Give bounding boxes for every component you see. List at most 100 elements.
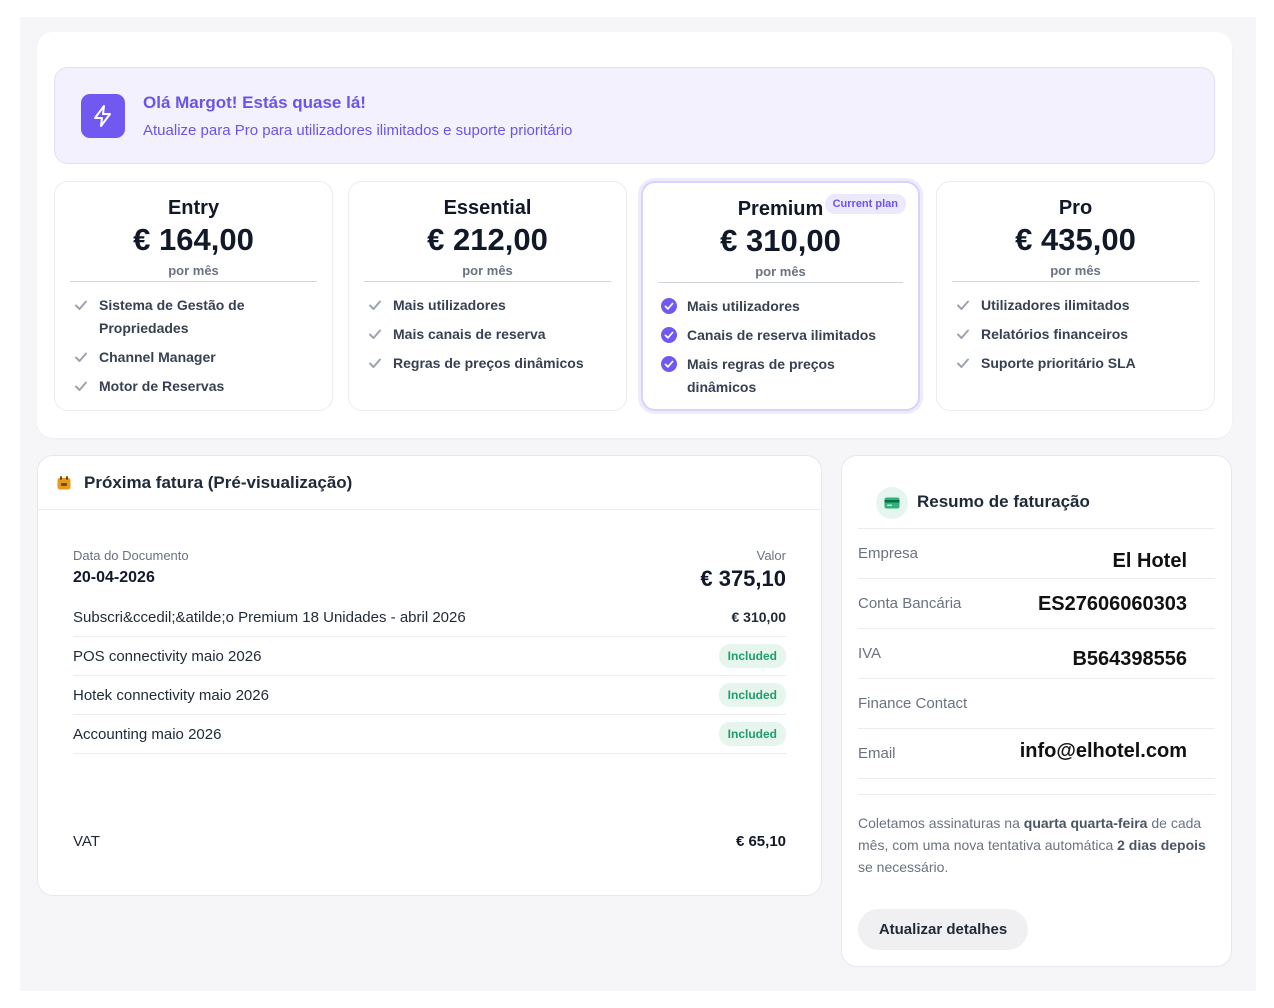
feature-label: Sistema de Gestão de Propriedades xyxy=(99,297,245,336)
feature-item: Motor de Reservas xyxy=(73,375,320,398)
feature-item: Regras de preços dinâmicos xyxy=(367,352,614,375)
plan-card-essential[interactable]: Essential € 212,00 por mês Mais utilizad… xyxy=(348,181,627,411)
feature-item: Channel Manager xyxy=(73,346,320,369)
check-icon xyxy=(955,297,971,313)
feature-item: Mais regras de preços dinâmicos xyxy=(661,353,906,399)
plan-period: por mês xyxy=(755,264,806,279)
update-details-button[interactable]: Atualizar detalhes xyxy=(858,909,1028,950)
document-date: 20-04-2026 xyxy=(73,569,155,586)
feature-item: Mais utilizadores xyxy=(661,295,906,318)
note-text: se necessário. xyxy=(858,859,949,875)
plan-price: € 435,00 xyxy=(1015,222,1136,257)
invoice-lines: Subscri&ccedil;&atilde;o Premium 18 Unid… xyxy=(73,598,786,754)
line-description: Subscri&ccedil;&atilde;o Premium 18 Unid… xyxy=(73,608,466,626)
feature-list: Mais utilizadores Mais canais de reserva… xyxy=(367,294,614,381)
feature-label: Relatórios financeiros xyxy=(981,326,1129,342)
feature-label: Utilizadores ilimitados xyxy=(981,297,1130,313)
check-icon xyxy=(73,349,89,365)
banner-subtitle: Atualize para Pro para utilizadores ilim… xyxy=(143,122,573,139)
feature-item: Canais de reserva ilimitados xyxy=(661,324,906,347)
billing-row-company: Empresa El Hotel xyxy=(858,529,1215,579)
plan-card-entry[interactable]: Entry € 164,00 por mês Sistema de Gestão… xyxy=(54,181,333,411)
note-emphasis: quarta quarta-feira xyxy=(1023,815,1148,831)
included-badge: Included xyxy=(718,722,786,746)
plan-price: € 212,00 xyxy=(427,222,548,257)
calendar-icon xyxy=(56,475,72,491)
billing-value: info@elhotel.com xyxy=(1019,740,1187,762)
line-description: Hotek connectivity maio 2026 xyxy=(73,686,269,704)
check-icon xyxy=(955,326,971,342)
billing-key: Empresa xyxy=(858,545,919,562)
billing-value: El Hotel xyxy=(1112,550,1187,572)
feature-item: Suporte prioritário SLA xyxy=(955,352,1202,375)
check-icon xyxy=(367,297,383,313)
check-icon xyxy=(73,297,89,313)
plan-name: Entry xyxy=(167,197,220,219)
check-icon xyxy=(367,355,383,371)
billing-row-vat: IVA B564398556 xyxy=(858,629,1215,679)
billing-value: ES27606060303 xyxy=(1037,593,1187,615)
invoice-preview-card: Próxima fatura (Pré-visualização) Data d… xyxy=(37,455,822,896)
plan-price: € 164,00 xyxy=(133,222,254,257)
current-plan-badge: Current plan xyxy=(824,194,906,214)
line-description: POS connectivity maio 2026 xyxy=(73,647,262,665)
feature-list: Utilizadores ilimitados Relatórios finan… xyxy=(955,294,1202,381)
feature-item: Mais utilizadores xyxy=(367,294,614,317)
plan-name: Premium xyxy=(737,198,824,220)
check-icon xyxy=(955,355,971,371)
feature-item: Relatórios financeiros xyxy=(955,323,1202,346)
feature-label: Canais de reserva ilimitados xyxy=(687,327,877,343)
upgrade-banner: Olá Margot! Estás quase lá! Atualize par… xyxy=(54,67,1215,164)
plan-card-premium[interactable]: Premium Current plan € 310,00 por mês Ma… xyxy=(641,181,920,411)
billing-value: B564398556 xyxy=(1072,648,1187,670)
check-circle-icon xyxy=(661,356,677,372)
billing-note: Coletamos assinaturas na quarta quarta-f… xyxy=(858,812,1215,878)
divider xyxy=(858,528,1215,529)
billing-row-bank-account: Conta Bancária ES27606060303 xyxy=(858,579,1215,629)
feature-label: Suporte prioritário SLA xyxy=(981,355,1136,371)
billing-title: Resumo de faturação xyxy=(917,492,1090,511)
plan-name: Pro xyxy=(1058,197,1093,219)
plan-period: por mês xyxy=(1050,263,1101,278)
invoice-line: Hotek connectivity maio 2026 Included xyxy=(73,676,786,715)
feature-label: Channel Manager xyxy=(99,349,216,365)
lightning-icon xyxy=(81,94,125,138)
check-icon xyxy=(73,378,89,394)
included-badge: Included xyxy=(718,683,786,707)
feature-item: Utilizadores ilimitados xyxy=(955,294,1202,317)
check-circle-icon xyxy=(661,327,677,343)
plan-name: Essential xyxy=(443,197,532,219)
feature-label: Mais regras de preços dinâmicos xyxy=(687,356,835,395)
feature-item: Mais canais de reserva xyxy=(367,323,614,346)
document-date-label: Data do Documento xyxy=(73,548,189,563)
divider xyxy=(858,794,1215,795)
feature-item: Sistema de Gestão de Propriedades xyxy=(73,294,320,340)
divider xyxy=(952,281,1199,282)
line-amount: € 310,00 xyxy=(731,609,787,625)
check-icon xyxy=(367,326,383,342)
billing-key: Conta Bancária xyxy=(858,595,962,612)
invoice-line: Accounting maio 2026 Included xyxy=(73,715,786,754)
note-text: Coletamos assinaturas na xyxy=(858,815,1024,831)
line-description: Accounting maio 2026 xyxy=(73,725,222,743)
billing-summary-card: Resumo de faturação Empresa El Hotel Con… xyxy=(841,455,1232,967)
banner-title: Olá Margot! Estás quase lá! xyxy=(143,93,366,112)
note-text: de cada mês, com uma nova tentativa auto… xyxy=(858,815,1202,853)
divider xyxy=(364,281,611,282)
invoice-line: Subscri&ccedil;&atilde;o Premium 18 Unid… xyxy=(73,598,786,637)
feature-label: Motor de Reservas xyxy=(99,378,225,394)
plan-period: por mês xyxy=(168,263,219,278)
divider xyxy=(658,282,903,283)
billing-key: IVA xyxy=(858,645,882,662)
billing-row-finance-contact: Finance Contact xyxy=(858,679,1215,729)
invoice-header: Próxima fatura (Pré-visualização) xyxy=(38,456,821,510)
plan-price: € 310,00 xyxy=(720,223,841,258)
vat-amount: € 65,10 xyxy=(735,833,786,850)
feature-label: Regras de preços dinâmicos xyxy=(393,355,584,371)
invoice-line: POS connectivity maio 2026 Included xyxy=(73,637,786,676)
vat-label: VAT xyxy=(73,833,100,850)
plan-card-pro[interactable]: Pro € 435,00 por mês Utilizadores ilimit… xyxy=(936,181,1215,411)
invoice-total: € 375,10 xyxy=(700,566,786,591)
billing-row-email: Email info@elhotel.com xyxy=(858,729,1215,779)
included-badge: Included xyxy=(718,644,786,668)
